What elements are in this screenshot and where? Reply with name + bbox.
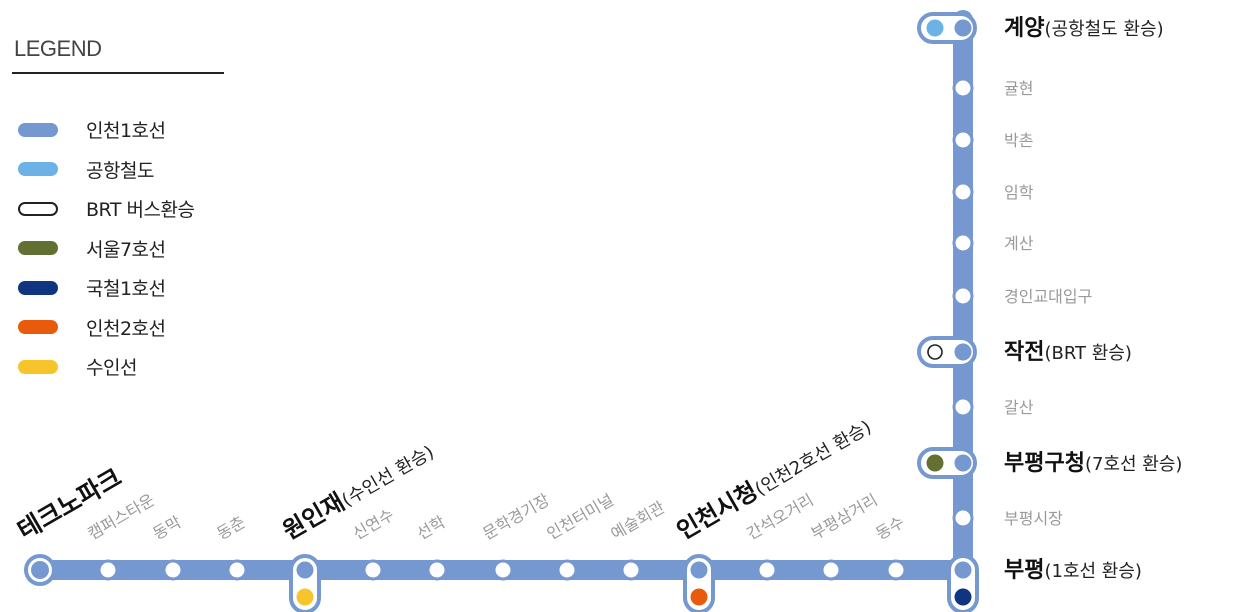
station-h-1-marker [97, 559, 119, 581]
station-v-3-marker [952, 181, 974, 203]
legend-item-incheon2: 인천2호선 [18, 308, 194, 348]
station-v-1-marker [952, 77, 974, 99]
station-label: 작전(BRT 환승) [1004, 340, 1132, 365]
legend-label: 인천1호선 [86, 120, 166, 143]
station-label: 갈산 [1004, 398, 1034, 417]
station-label: 선학 [414, 512, 449, 543]
station-v-5-marker [952, 285, 974, 307]
station-label: 부평시장 [1004, 509, 1063, 528]
station-note: (1호선 환승) [1044, 561, 1141, 582]
incheon1-marker [296, 561, 314, 579]
station-note: (BRT 환승) [1044, 343, 1131, 364]
airport-swatch [18, 162, 58, 177]
station-label: 문학경기장 [480, 490, 553, 543]
station-name: 부평 [1004, 558, 1044, 583]
seoul7-marker [926, 454, 944, 472]
suin-swatch [18, 359, 58, 374]
station-h-13-marker [885, 559, 907, 581]
legend-list: 인천1호선 공항철도 BRT 버스환승 서울7호선 국철1호선 인천2호선 수인… [18, 110, 195, 387]
station-label: 임학 [1004, 183, 1034, 202]
legend-divider [12, 72, 224, 74]
incheon1-track [30, 10, 973, 580]
incheon2-marker [690, 588, 708, 606]
station-note: (7호선 환승) [1085, 454, 1182, 475]
station-label: 예술회관 [608, 497, 669, 543]
legend-label: 서울7호선 [86, 238, 166, 261]
incheon1-marker [954, 19, 972, 37]
station-name: 계양 [1004, 16, 1044, 41]
station-label: 경인교대입구 [1004, 287, 1092, 306]
incheon2-swatch [18, 320, 58, 335]
station-name: 작전 [1004, 340, 1044, 365]
station-v-4-marker [952, 232, 974, 254]
station-h-7-marker [492, 559, 514, 581]
incheon1-marker [954, 343, 972, 361]
legend-label: 공항철도 [86, 159, 154, 182]
brt-marker [927, 344, 943, 360]
station-label: 박촌 [1004, 131, 1033, 150]
incheon1-marker [690, 561, 708, 579]
airport-marker [926, 19, 944, 37]
station-v-2-marker [952, 129, 974, 151]
station-note: (인천2호선 환승) [751, 417, 875, 500]
station-label: 계양(공항철도 환승) [1004, 16, 1164, 41]
line-track [30, 10, 973, 580]
station-h-11-marker [756, 559, 778, 581]
station-h-9-marker [620, 559, 642, 581]
station-label: 신연수 [350, 505, 398, 544]
stations [24, 12, 979, 612]
korail1-marker [954, 588, 972, 606]
incheon1-marker [954, 561, 972, 579]
station-label: 계산 [1004, 234, 1034, 253]
suin-marker [296, 588, 314, 606]
incheon1-marker [31, 561, 49, 579]
korail1-swatch [18, 280, 58, 295]
legend-item-korail1: 국철1호선 [18, 268, 194, 308]
legend-item-seoul7: 서울7호선 [18, 229, 194, 269]
station-h-2-marker [162, 559, 184, 581]
station-label: 부평삼거리 [808, 490, 881, 543]
legend-item-brt: BRT 버스환승 [18, 189, 195, 229]
station-label: 동춘 [214, 512, 249, 543]
station-note: (수인선 환승) [338, 442, 437, 511]
station-name: 원인재 [278, 488, 349, 545]
station-label: 부평(1호선 환승) [1004, 558, 1142, 583]
station-h-8-marker [556, 559, 578, 581]
legend-item-incheon1: 인천1호선 [18, 110, 194, 150]
incheon1-swatch [18, 122, 58, 137]
legend-item-airport: 공항철도 [18, 150, 194, 190]
station-label: 부평구청(7호선 환승) [1004, 451, 1182, 476]
station-h-3-marker [226, 559, 248, 581]
station-label: 동수 [873, 512, 908, 543]
legend-label: 국철1호선 [86, 278, 166, 301]
legend-label: 인천2호선 [86, 317, 166, 340]
station-label: 인천터미널 [544, 490, 617, 543]
legend-label: BRT 버스환승 [86, 199, 195, 222]
station-name: 부평구청 [1004, 451, 1085, 476]
station-label: 동막 [150, 512, 185, 543]
station-h-6-marker [426, 559, 448, 581]
station-h-5-marker [362, 559, 384, 581]
station-label: 귤현 [1004, 79, 1033, 98]
station-note: (공항철도 환승) [1044, 19, 1163, 40]
brt-swatch [18, 201, 58, 216]
station-v-9-marker [952, 507, 974, 529]
legend-item-suin: 수인선 [18, 347, 194, 387]
station-h-12-marker [820, 559, 842, 581]
seoul7-swatch [18, 241, 58, 256]
legend-label: 수인선 [86, 357, 137, 380]
station-v-7-marker [952, 396, 974, 418]
legend-title: LEGEND [14, 36, 102, 61]
incheon1-marker [954, 454, 972, 472]
